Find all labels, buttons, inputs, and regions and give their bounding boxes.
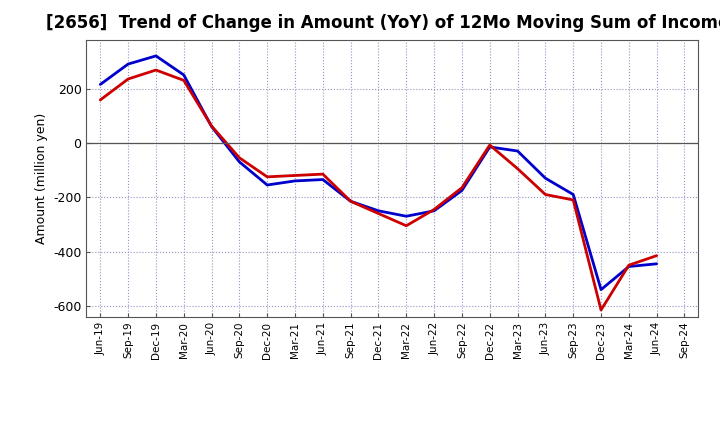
Net Income	[430, 207, 438, 212]
Net Income	[96, 97, 104, 103]
Ordinary Income	[569, 192, 577, 197]
Ordinary Income	[207, 124, 216, 129]
Net Income	[124, 77, 132, 82]
Ordinary Income	[458, 188, 467, 193]
Net Income	[179, 78, 188, 83]
Ordinary Income	[541, 176, 550, 181]
Ordinary Income	[652, 261, 661, 267]
Net Income	[458, 185, 467, 191]
Ordinary Income	[597, 287, 606, 292]
Line: Net Income: Net Income	[100, 70, 657, 310]
Ordinary Income	[485, 144, 494, 150]
Ordinary Income	[235, 159, 243, 165]
Ordinary Income	[430, 208, 438, 213]
Ordinary Income	[374, 208, 383, 213]
Ordinary Income	[624, 264, 633, 269]
Ordinary Income	[291, 178, 300, 183]
Ordinary Income	[96, 82, 104, 87]
Net Income	[374, 211, 383, 216]
Net Income	[513, 166, 522, 171]
Net Income	[152, 67, 161, 73]
Net Income	[291, 173, 300, 178]
Ordinary Income	[124, 62, 132, 67]
Net Income	[263, 174, 271, 180]
Net Income	[235, 155, 243, 161]
Net Income	[652, 253, 661, 258]
Net Income	[597, 308, 606, 313]
Ordinary Income	[402, 213, 410, 219]
Net Income	[624, 263, 633, 268]
Net Income	[569, 197, 577, 202]
Ordinary Income	[346, 198, 355, 204]
Y-axis label: Amount (million yen): Amount (million yen)	[35, 113, 48, 244]
Ordinary Income	[318, 177, 327, 182]
Net Income	[207, 123, 216, 128]
Net Income	[402, 223, 410, 228]
Net Income	[485, 143, 494, 148]
Ordinary Income	[263, 182, 271, 187]
Net Income	[541, 192, 550, 197]
Net Income	[346, 198, 355, 204]
Ordinary Income	[513, 148, 522, 154]
Ordinary Income	[152, 53, 161, 59]
Ordinary Income	[179, 72, 188, 77]
Title: [2656]  Trend of Change in Amount (YoY) of 12Mo Moving Sum of Incomes: [2656] Trend of Change in Amount (YoY) o…	[46, 15, 720, 33]
Net Income	[318, 172, 327, 177]
Line: Ordinary Income: Ordinary Income	[100, 56, 657, 290]
